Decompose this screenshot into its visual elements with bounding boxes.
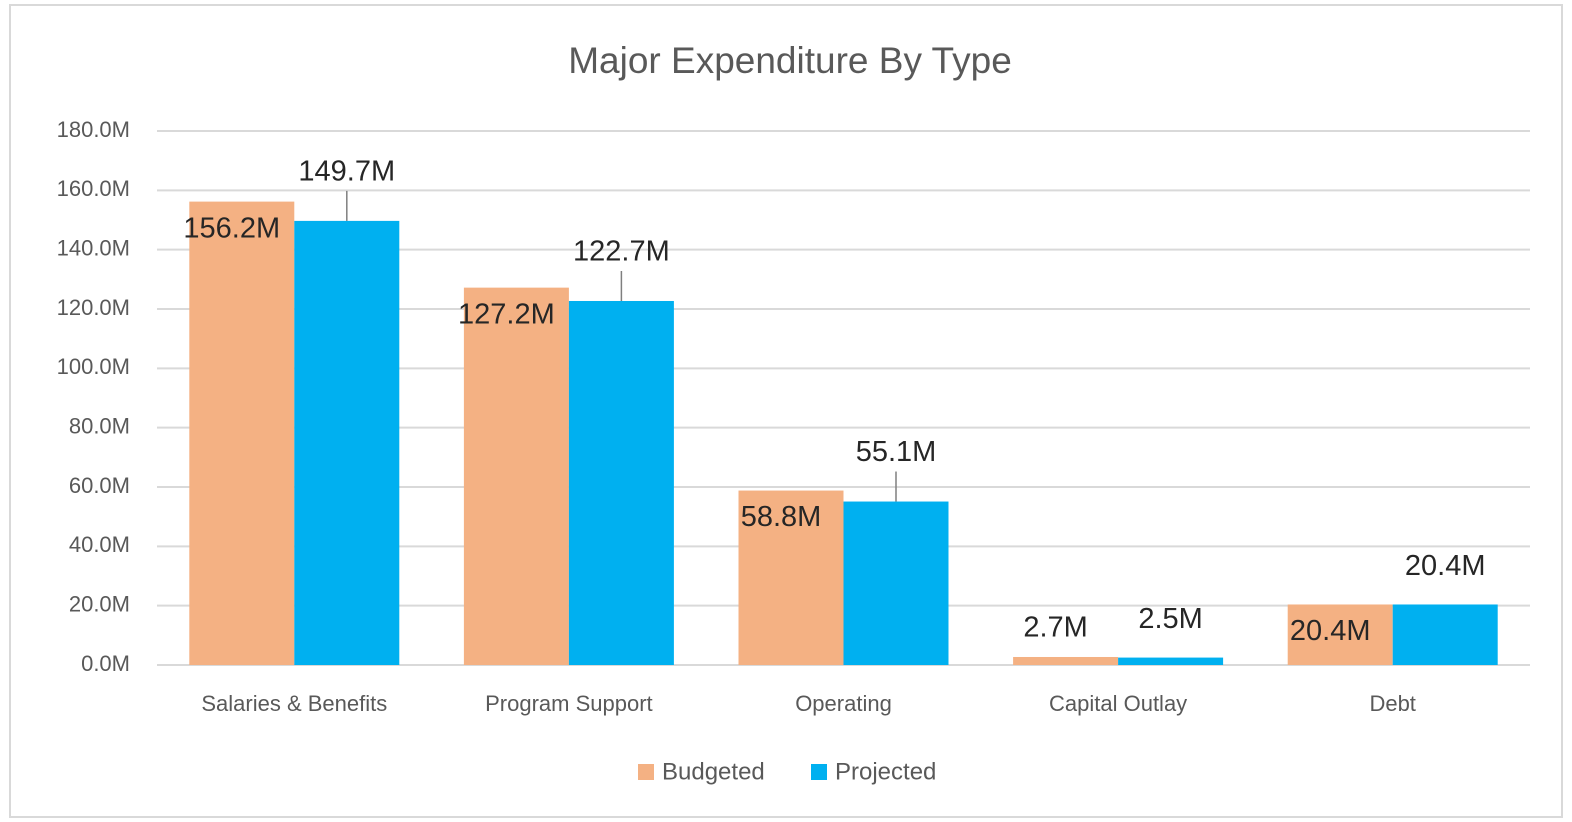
y-tick-label: 160.0M <box>57 176 130 201</box>
legend-swatch <box>638 764 654 780</box>
value-label: 149.7M <box>298 156 395 188</box>
y-tick-label: 40.0M <box>69 532 130 557</box>
bar <box>463 287 569 665</box>
bar <box>294 220 400 665</box>
y-tick-label: 100.0M <box>57 354 130 379</box>
y-tick-label: 180.0M <box>57 117 130 142</box>
value-label: 58.8M <box>741 501 822 533</box>
bar <box>1392 604 1498 665</box>
x-tick-label: Debt <box>1369 691 1415 716</box>
bar <box>568 300 674 665</box>
value-label: 127.2M <box>458 298 555 330</box>
bar <box>1118 657 1224 665</box>
bar <box>1013 656 1119 665</box>
legend-swatch <box>811 764 827 780</box>
value-label: 20.4M <box>1405 550 1486 582</box>
value-label: 55.1M <box>856 436 937 468</box>
value-label: 156.2M <box>183 212 280 244</box>
legend-label: Budgeted <box>662 758 765 785</box>
y-tick-label: 80.0M <box>69 413 130 438</box>
bar <box>1287 604 1393 665</box>
bar <box>189 201 295 665</box>
value-label: 2.7M <box>1023 612 1087 644</box>
y-tick-label: 120.0M <box>57 295 130 320</box>
bar <box>843 501 949 665</box>
y-tick-label: 140.0M <box>57 235 130 260</box>
legend-label: Projected <box>835 758 936 785</box>
value-label: 20.4M <box>1290 615 1371 647</box>
y-tick-label: 0.0M <box>81 651 130 676</box>
chart-title: Major Expenditure By Type <box>568 40 1012 81</box>
value-label: 2.5M <box>1138 603 1202 635</box>
value-label: 122.7M <box>573 236 670 268</box>
y-tick-label: 60.0M <box>69 473 130 498</box>
y-tick-label: 20.0M <box>69 591 130 616</box>
bar <box>738 490 844 665</box>
x-tick-label: Salaries & Benefits <box>201 691 387 716</box>
x-tick-label: Capital Outlay <box>1049 691 1187 716</box>
x-tick-label: Operating <box>795 691 892 716</box>
x-tick-label: Program Support <box>485 691 653 716</box>
